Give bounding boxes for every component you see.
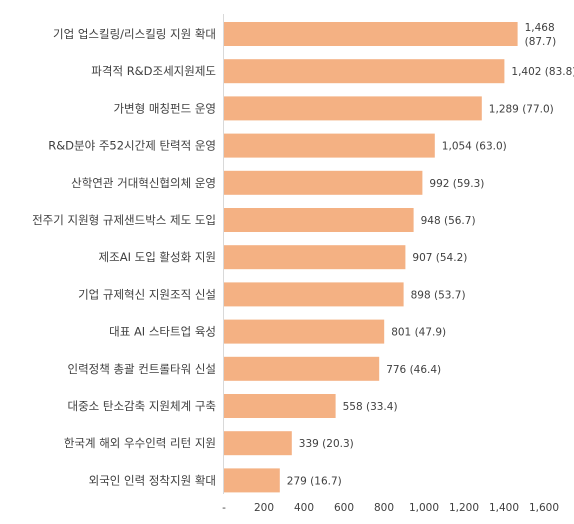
bar [224, 245, 406, 270]
category-label: 가변형 매칭펀드 운영 [113, 101, 216, 115]
bar [224, 282, 404, 307]
category-label: 대중소 탄소감축 지원체계 구축 [67, 399, 216, 413]
category-label: 인력정책 총괄 컨트롤타워 신설 [67, 362, 216, 376]
x-axis-ticks-group: - 200 400 600 800 1,000 1,200 1,400 1,600 [222, 502, 559, 514]
value-label: 558 (33.4) [343, 401, 398, 413]
bars-group [224, 22, 518, 493]
bar [224, 431, 292, 456]
value-label: 992 (59.3) [429, 178, 484, 190]
bar [224, 170, 423, 195]
x-tick-label: 1,000 [409, 502, 439, 514]
bar [224, 96, 482, 121]
category-label: 파격적 R&D조세지원제도 [91, 64, 216, 78]
value-label: 801 (47.9) [391, 327, 446, 339]
x-tick-label: 1,200 [449, 502, 479, 514]
category-label: R&D분야 주52시간제 탄력적 운영 [48, 139, 216, 153]
category-label: 전주기 지원형 규제샌드박스 제도 도입 [32, 213, 216, 227]
x-tick-label: 400 [294, 502, 314, 514]
value-label: 1,054 (63.0) [442, 141, 507, 153]
x-tick-label: 1,600 [529, 502, 559, 514]
bar [224, 133, 435, 158]
value-label: 907 (54.2) [412, 252, 467, 264]
bar [224, 22, 518, 46]
value-label: 948 (56.7) [421, 215, 476, 227]
value-label: 279 (16.7) [287, 475, 342, 487]
bar [224, 59, 505, 84]
bar [224, 468, 280, 493]
value-label: 1,468 [525, 22, 555, 34]
category-label: 외국인 인력 정착지원 확대 [89, 473, 216, 487]
bar [224, 356, 380, 381]
value-label: 1,402 (83.8) [511, 66, 574, 78]
x-tick-label: 1,400 [489, 502, 519, 514]
x-tick-label: - [222, 502, 226, 514]
x-tick-label: 200 [254, 502, 274, 514]
bar [224, 208, 414, 232]
value-label: 776 (46.4) [386, 364, 441, 376]
category-label: 산학연관 거대혁신협의체 운영 [71, 176, 216, 190]
value-label: 339 (20.3) [299, 438, 354, 450]
category-label: 대표 AI 스타트업 육성 [109, 325, 216, 339]
value-labels-group: 1,468 (87.7) 1,402 (83.8) 1,289 (77.0) 1,054… [287, 22, 574, 487]
bar [224, 319, 385, 344]
category-label: 제조AI 도입 활성화 지원 [99, 250, 216, 264]
value-label: 898 (53.7) [411, 289, 466, 301]
value-label: (87.7) [525, 36, 557, 48]
category-label: 기업 업스킬링/리스킬링 지원 확대 [53, 27, 216, 41]
bar [224, 394, 336, 418]
x-tick-label: 600 [334, 502, 354, 514]
category-label: 기업 규제혁신 지원조직 신설 [78, 287, 216, 301]
category-label: 한국계 해외 우수인력 리턴 지원 [64, 436, 216, 450]
value-label: 1,289 (77.0) [489, 103, 554, 115]
x-tick-label: 800 [374, 502, 394, 514]
